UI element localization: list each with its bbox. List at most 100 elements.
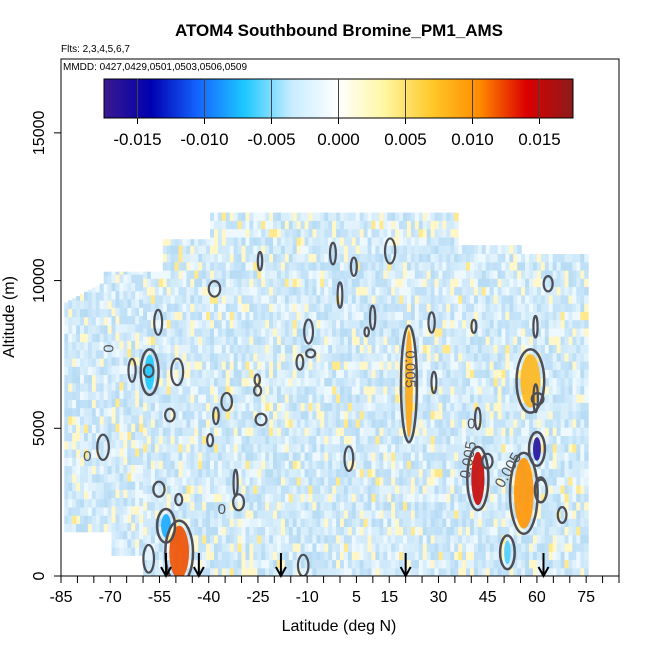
heatmap-cell [312,294,317,304]
heatmap-cell [68,333,73,343]
heatmap-cell [544,451,550,461]
heatmap-cell [229,385,235,395]
heatmap-cell [237,534,243,544]
heatmap-cell [127,472,132,482]
heatmap-cell [288,385,294,395]
heatmap-cell [489,526,495,536]
heatmap-cell [194,377,199,387]
heatmap-cell [277,319,282,329]
heatmap-cell [111,398,116,408]
heatmap-cell [257,394,262,403]
heatmap-cell [367,418,373,428]
heatmap-cell [107,300,113,309]
heatmap-cell [214,394,219,403]
heatmap-cell [466,542,471,552]
heatmap-cell [529,534,534,544]
heatmap-cell [422,551,428,561]
heatmap-cell [107,291,113,301]
heatmap-cell [418,286,424,296]
heatmap-cell [320,294,325,304]
heatmap-cell [328,385,333,395]
heatmap-cell [95,515,101,524]
heatmap-cell [312,493,317,503]
heatmap-cell [186,567,191,576]
heatmap-cell [379,360,384,370]
heatmap-cell [332,468,337,478]
heatmap-cell [446,493,451,503]
heatmap-cell [182,269,187,279]
heatmap-cell [438,476,443,486]
heatmap-cell [186,344,191,354]
heatmap-cell [517,435,522,445]
heatmap-cell [257,311,262,321]
heatmap-cell [351,245,357,254]
heatmap-cell [418,344,424,354]
heatmap-cell [147,518,152,527]
heatmap-cell [462,493,467,503]
heatmap-cell [84,349,89,359]
heatmap-cell [458,344,463,354]
heatmap-cell [99,341,105,351]
heatmap-cell [422,518,428,527]
heatmap-cell [123,323,128,333]
heatmap-cell [158,394,164,403]
heatmap-cell [442,294,447,304]
heatmap-cell [84,440,89,450]
heatmap-cell [119,373,124,383]
heatmap-cell [363,228,369,238]
heatmap-cell [304,501,310,511]
heatmap-cell [470,509,475,519]
heatmap-cell [473,385,479,395]
heatmap-cell [340,220,345,230]
heatmap-cell [237,245,243,254]
heatmap-cell [190,303,195,312]
heatmap-cell [87,407,93,417]
heatmap-cell [320,311,325,321]
heatmap-cell [501,327,506,337]
heatmap-cell [84,407,89,417]
heatmap-cell [229,377,235,387]
heatmap-cell [367,567,373,576]
heatmap-cell [489,369,495,379]
heatmap-cell [332,228,337,238]
heatmap-cell [277,278,282,288]
heatmap-cell [379,286,384,296]
heatmap-cell [379,269,384,279]
heatmap-cell [320,567,325,576]
heatmap-cell [261,369,266,379]
heatmap-cell [387,518,392,527]
heatmap-cell [257,303,262,312]
heatmap-cell [123,274,128,283]
heatmap-cell [241,311,246,321]
heatmap-cell [458,394,463,403]
heatmap-cell [430,443,436,453]
heatmap-cell [422,253,428,263]
heatmap-cell [292,534,298,544]
heatmap-cell [434,443,439,453]
heatmap-cell [186,319,191,329]
heatmap-cell [277,220,282,230]
heatmap-cell [477,360,483,370]
heatmap-cell [186,485,191,494]
heatmap-cell [462,394,467,403]
heatmap-cell [505,253,510,263]
heatmap-cell [123,406,128,416]
heatmap-cell [407,311,412,321]
heatmap-cell [300,485,306,494]
heatmap-cell [481,567,487,576]
heatmap-cell [308,377,313,387]
heatmap-cell [379,501,384,511]
heatmap-cell [269,493,274,503]
heatmap-cell [493,311,499,321]
heatmap-cell [111,464,116,474]
heatmap-cell [304,278,310,288]
heatmap-cell [343,485,349,494]
heatmap-cell [340,245,345,254]
heatmap-cell [525,567,530,576]
heatmap-cell [536,360,542,370]
heatmap-cell [166,468,172,478]
heatmap-cell [76,374,81,384]
heatmap-cell [237,460,243,470]
heatmap-cell [454,220,459,230]
heatmap-cell [257,534,262,544]
